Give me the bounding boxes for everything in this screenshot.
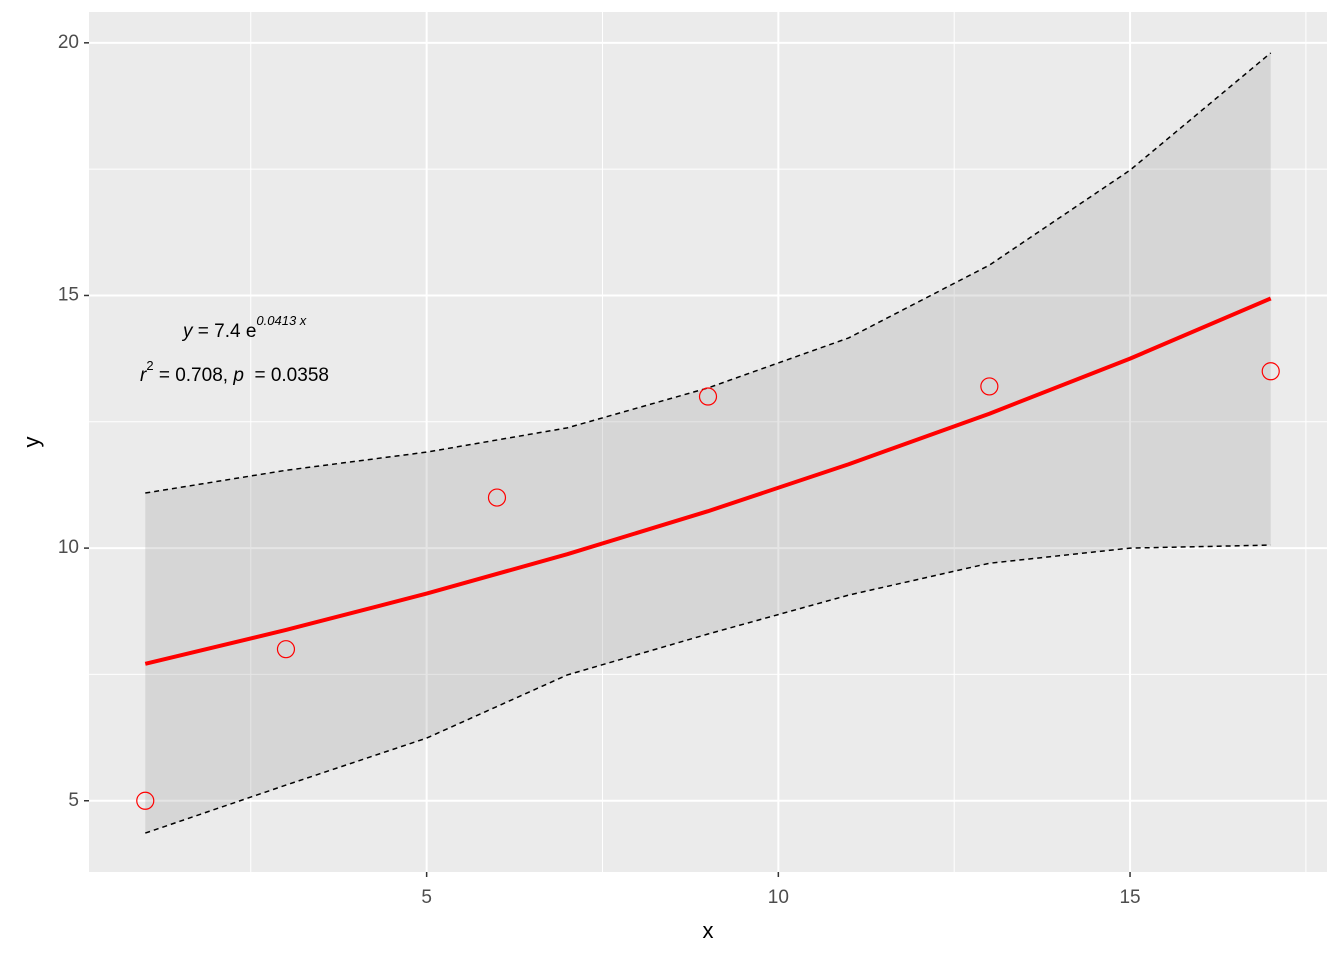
stat-part: p (232, 365, 244, 386)
stat-part: = 0.0358 (244, 365, 329, 386)
x-tick-label: 15 (1119, 887, 1140, 908)
x-tick-label: 10 (768, 887, 789, 908)
band-edge (145, 544, 1271, 834)
equation: y = 7.4 e0.0413 x (181, 313, 307, 342)
y-tick-label: 15 (58, 284, 79, 305)
eq-part: = 7.4 e (193, 321, 257, 342)
panel (89, 12, 1327, 872)
y-axis-label: y (19, 437, 44, 448)
point (276, 640, 296, 659)
y-tick-label: 5 (68, 790, 79, 811)
x-tick-label: 5 (421, 887, 432, 908)
eq-part: y (181, 321, 194, 342)
stats: r2 = 0.708, p = 0.0358 (140, 358, 329, 386)
fit-line (144, 296, 1272, 666)
point (136, 791, 155, 810)
confidence-band (145, 52, 1271, 834)
y-tick-label: 10 (58, 537, 79, 558)
point (1261, 362, 1280, 381)
stat-part: r (140, 365, 147, 386)
eq-part: 0.0413 x (256, 313, 306, 328)
point (487, 488, 507, 507)
stat-part: = 0.708, (154, 365, 234, 386)
y-tick-label: 20 (58, 32, 79, 53)
stat-part: 2 (146, 358, 153, 373)
x-axis-label: x (703, 918, 714, 943)
point (698, 387, 718, 406)
band-edge (145, 52, 1272, 494)
point (980, 377, 999, 396)
